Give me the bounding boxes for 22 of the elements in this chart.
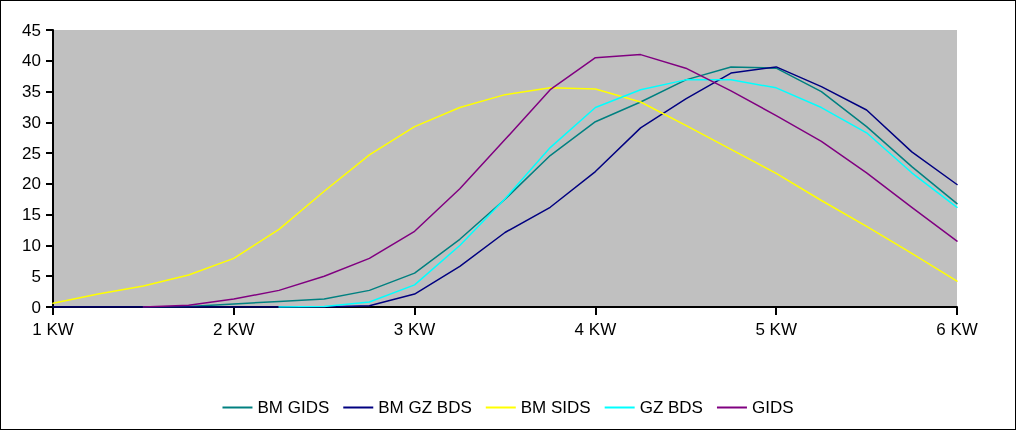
y-tick-label: 10 (22, 235, 41, 255)
legend-label: GIDS (751, 398, 794, 417)
y-tick-label: 25 (22, 143, 41, 163)
x-tick-label: 2 KW (213, 320, 255, 339)
y-tick-label: 0 (31, 297, 41, 317)
y-tick-label: 35 (22, 82, 41, 102)
line-series (278, 79, 958, 308)
legend-label: GZ BDS (639, 398, 703, 417)
legend-label: BM GIDS (257, 398, 330, 417)
y-tick-label: 15 (22, 205, 41, 225)
y-tick-label: 30 (22, 112, 41, 132)
x-tick-label: 5 KW (755, 320, 797, 339)
x-tick-label: 6 KW (936, 320, 978, 339)
y-tick-label: 40 (22, 51, 41, 71)
x-tick-label: 3 KW (393, 320, 436, 339)
y-tick-label: 45 (22, 20, 41, 40)
legend-label: BM GZ BDS (378, 398, 472, 417)
y-tick-label: 20 (22, 174, 41, 194)
legend-label: BM SIDS (520, 398, 591, 417)
y-tick-label: 5 (31, 266, 41, 286)
x-tick-label: 4 KW (574, 320, 617, 339)
x-tick-label: 1 KW (32, 320, 74, 339)
